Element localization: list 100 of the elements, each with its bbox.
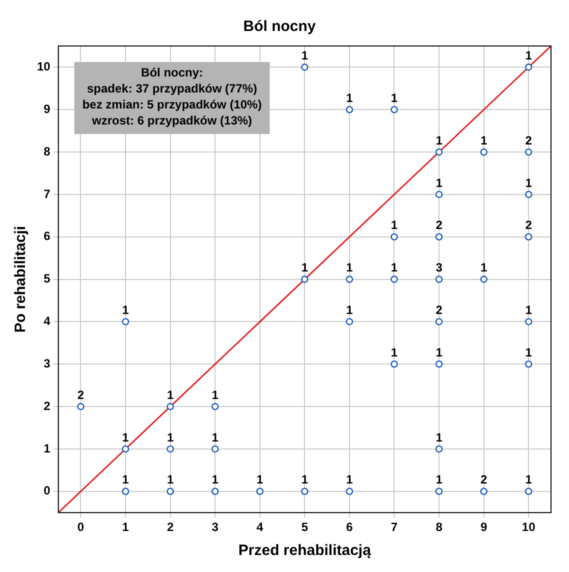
y-tick-label: 8 bbox=[44, 144, 51, 158]
point bbox=[166, 488, 174, 496]
point bbox=[390, 360, 398, 368]
annotation: Ból nocny: spadek: 37 przypadków (77%) bez zmian: 5 przypadków (10%) wzrost: 6 przypadków (13%) bbox=[82, 65, 262, 128]
x-tick-label: 3 bbox=[212, 520, 219, 534]
x-tick-label: 6 bbox=[346, 520, 354, 534]
point bbox=[524, 233, 532, 241]
point bbox=[166, 445, 174, 453]
point bbox=[211, 445, 219, 453]
point bbox=[301, 488, 308, 496]
y-tick-label: 2 bbox=[44, 398, 51, 413]
x-tick-label: 1 bbox=[122, 520, 130, 534]
y-tick-label: 4 bbox=[44, 314, 51, 328]
y-axis-title: Po rehabilitacji bbox=[12, 226, 30, 333]
annotation: 1 bbox=[166, 388, 174, 402]
point bbox=[435, 148, 443, 156]
annotation: 1 bbox=[122, 430, 130, 444]
point bbox=[390, 233, 398, 241]
annotation: 1 bbox=[436, 345, 443, 360]
x-tick-label: 5 bbox=[301, 520, 308, 534]
annotation: 1 bbox=[480, 260, 488, 275]
annotation: 1 bbox=[346, 303, 354, 318]
annotation: 1 bbox=[166, 430, 174, 444]
annotation: 1 bbox=[346, 472, 354, 487]
annotation: 1 bbox=[436, 430, 443, 444]
annotation: 1 bbox=[212, 388, 219, 402]
annotation: 3 bbox=[436, 260, 443, 275]
point bbox=[435, 190, 443, 198]
annotation: 1 bbox=[525, 345, 532, 360]
chart-title: Ból nocny bbox=[243, 18, 316, 36]
annotation: 1 bbox=[256, 472, 264, 487]
annotation: 1 bbox=[390, 345, 398, 360]
annotation: 1 bbox=[390, 260, 398, 275]
point bbox=[524, 360, 532, 368]
point bbox=[480, 276, 488, 283]
point bbox=[524, 190, 532, 198]
point bbox=[256, 488, 264, 496]
point bbox=[524, 64, 532, 71]
point bbox=[122, 488, 130, 496]
x-tick-label: 0 bbox=[77, 520, 84, 534]
x-tick-label: 7 bbox=[390, 520, 398, 534]
annotation: 1 bbox=[122, 303, 130, 318]
annotation: 1 bbox=[122, 472, 130, 487]
y-tick-label: 0 bbox=[44, 484, 51, 498]
point bbox=[524, 488, 532, 496]
point bbox=[480, 488, 488, 496]
annotation: 1 bbox=[436, 472, 443, 487]
point bbox=[346, 318, 354, 326]
annotation: 2 bbox=[436, 303, 443, 318]
point bbox=[390, 106, 398, 114]
annotation: 1 bbox=[212, 472, 219, 487]
point bbox=[346, 488, 354, 496]
annotation: 1 bbox=[525, 303, 532, 318]
annotation: 1 bbox=[346, 260, 354, 275]
point bbox=[122, 318, 130, 326]
annotation: 1 bbox=[525, 48, 532, 63]
x-tick-label: 8 bbox=[436, 520, 443, 534]
annotation: 1 bbox=[390, 90, 398, 105]
annotation: 1 bbox=[436, 176, 443, 190]
point bbox=[77, 402, 84, 410]
x-tick-label: 2 bbox=[166, 520, 174, 534]
x-axis-title: Przed rehabilitacją bbox=[238, 542, 372, 560]
y-tick-label: 10 bbox=[36, 60, 51, 74]
point bbox=[435, 488, 443, 496]
annotation: 2 bbox=[436, 218, 443, 232]
point bbox=[524, 148, 532, 156]
y-tick-label: 1 bbox=[44, 441, 51, 456]
point bbox=[524, 318, 532, 326]
annotation: 2 bbox=[480, 472, 488, 487]
annotation: 1 bbox=[480, 133, 488, 148]
annotation: 2 bbox=[525, 218, 532, 232]
point bbox=[390, 276, 398, 283]
point bbox=[435, 276, 443, 283]
annotation: 1 bbox=[390, 218, 398, 232]
annotation: 1 bbox=[166, 472, 174, 487]
point bbox=[211, 402, 219, 410]
x-tick-label: 10 bbox=[522, 520, 536, 534]
point bbox=[435, 445, 443, 453]
point bbox=[301, 276, 308, 283]
annotation: 1 bbox=[525, 176, 532, 190]
y-tick-label: 5 bbox=[44, 272, 51, 286]
y-tick-label: 7 bbox=[44, 186, 51, 201]
annotation: 1 bbox=[301, 472, 308, 487]
point bbox=[435, 233, 443, 241]
annotation: 1 bbox=[301, 48, 308, 63]
y-tick-label: 6 bbox=[44, 229, 51, 244]
annotation: 1 bbox=[212, 430, 219, 444]
point bbox=[166, 402, 174, 410]
annotation: 2 bbox=[77, 388, 84, 402]
point bbox=[122, 445, 130, 453]
point bbox=[346, 106, 354, 114]
annotation: 2 bbox=[525, 133, 532, 148]
annotation: 1 bbox=[301, 260, 308, 275]
point bbox=[346, 276, 354, 283]
x-tick-label: 9 bbox=[480, 520, 488, 534]
y-tick-label: 9 bbox=[44, 102, 51, 116]
point bbox=[435, 360, 443, 368]
y-tick-label: 3 bbox=[44, 356, 51, 370]
point bbox=[435, 318, 443, 326]
point bbox=[480, 148, 488, 156]
